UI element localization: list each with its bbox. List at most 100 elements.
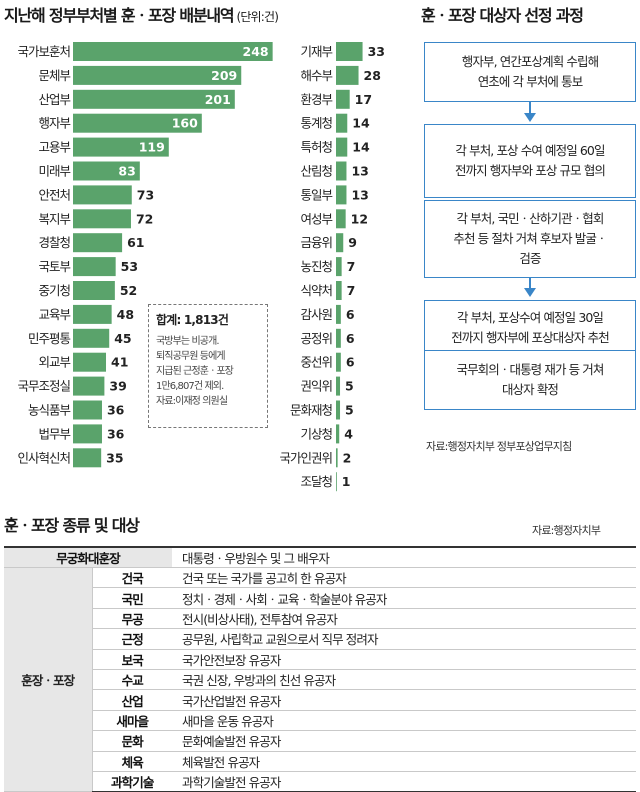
category-label: 산림청 — [300, 164, 332, 179]
category-label: 법무부 — [38, 426, 70, 441]
flow-step-line: 각 부처, 국민ㆍ산하기관ㆍ협회 — [456, 211, 604, 226]
category-label: 조달청 — [300, 474, 332, 489]
bar — [73, 376, 105, 396]
bar — [336, 328, 341, 348]
bar — [336, 233, 344, 253]
bar — [73, 352, 107, 372]
bar — [73, 89, 235, 109]
table-cell-name: 보국 — [92, 649, 172, 670]
value-label: 48 — [117, 307, 134, 322]
category-label: 중선위 — [300, 355, 332, 370]
note-line: 자료:이재정 의원실 — [156, 396, 228, 407]
table-cell-name: 근정 — [92, 628, 172, 650]
value-label: 72 — [136, 211, 153, 226]
value-label: 201 — [205, 92, 231, 107]
flow-step-line: 국무회의ㆍ대통령 재가 등 거쳐 — [456, 362, 604, 377]
category-label: 고용부 — [38, 140, 70, 155]
bar — [336, 448, 338, 468]
category-label: 기상청 — [300, 426, 332, 441]
note-line: 퇴직공무원 등에게 — [156, 351, 226, 362]
table-row: 새마을 새마을 운동 유공자 — [4, 710, 636, 732]
table-cell-desc: 국권 신장, 우방과의 친선 유공자 — [172, 669, 636, 691]
table-cell-name: 새마을 — [92, 710, 172, 732]
table-cell-name: 국민 — [92, 587, 172, 609]
category-label: 국토부 — [38, 259, 70, 274]
note-line: 1만6,807건 제외. — [156, 381, 224, 392]
table-row: 보국 국가안전보장 유공자 — [4, 649, 636, 670]
category-label: 권익위 — [300, 379, 332, 394]
category-label: 기재부 — [300, 44, 332, 59]
bar — [336, 161, 347, 181]
bar — [336, 424, 340, 444]
category-label: 중기청 — [38, 283, 70, 298]
value-label: 2 — [343, 450, 352, 465]
bar — [336, 137, 348, 157]
flow-arrows — [524, 102, 536, 297]
table-cell-name: 건국 — [92, 567, 172, 589]
flow-step-5: 국무회의ㆍ대통령 재가 등 거쳐 대상자 확정 — [424, 350, 636, 410]
bar — [73, 448, 102, 468]
bar — [73, 113, 202, 133]
table-cell-desc: 문화예술발전 유공자 — [172, 730, 636, 752]
value-label: 61 — [127, 235, 144, 250]
table-cell-name: 수교 — [92, 669, 172, 691]
value-label: 83 — [118, 164, 135, 179]
bar — [73, 424, 102, 444]
table-row: 국민 정치ㆍ경제ㆍ사회ㆍ교육ㆍ학술분야 유공자 — [4, 587, 636, 609]
value-label: 1 — [342, 474, 351, 489]
flow-arrow-down-icon — [524, 102, 536, 122]
category-label: 행자부 — [38, 116, 70, 131]
value-label: 6 — [346, 307, 355, 322]
value-label: 7 — [347, 259, 356, 274]
category-label: 식약처 — [300, 283, 332, 298]
table-row: 무궁화대훈장 대통령ㆍ우방원수 및 그 배우자 — [4, 546, 636, 568]
table-cell-name: 과학기술 — [92, 771, 172, 792]
table-cell-name: 무궁화대훈장 — [4, 546, 172, 568]
value-label: 36 — [107, 426, 125, 441]
flow-step-line: 행자부, 연간포상계획 수립해 — [461, 54, 599, 69]
table-cell-name: 산업 — [92, 689, 172, 711]
total-note-title: 합계: 1,813건 — [156, 313, 229, 327]
table-cell-name: 체육 — [92, 751, 172, 772]
value-label: 45 — [114, 331, 131, 346]
bar — [73, 42, 273, 61]
bar — [336, 209, 346, 229]
value-label: 6 — [346, 355, 355, 370]
bar — [336, 113, 348, 133]
awards-table: 무궁화대훈장 대통령ㆍ우방원수 및 그 배우자 훈장ㆍ포장 건국 건국 또는 국… — [4, 546, 636, 792]
value-label: 53 — [121, 259, 138, 274]
bar — [336, 185, 347, 205]
chart-unit: (단위:건) — [236, 10, 279, 24]
bar — [73, 328, 110, 348]
flow-step-line: 대상자 확정 — [501, 382, 559, 397]
chart-title: 지난해 정부부처별 훈ㆍ포장 배분내역 (단위:건) — [4, 2, 279, 26]
value-label: 36 — [107, 403, 125, 418]
category-label: 통일부 — [300, 187, 332, 202]
table-cell-desc: 대통령ㆍ우방원수 및 그 배우자 — [172, 546, 636, 568]
table-cell-name: 문화 — [92, 730, 172, 752]
flow-step-2: 각 부처, 포상 수여 예정일 60일 전까지 행자부와 포상 규모 협의 — [424, 124, 636, 198]
category-label: 산업부 — [38, 92, 70, 107]
flow-step-1: 행자부, 연간포상계획 수립해 연초에 각 부처에 통보 — [424, 42, 636, 102]
flow-arrow-down-icon — [524, 278, 536, 297]
value-label: 33 — [368, 44, 385, 59]
awards-title: 훈ㆍ포장 종류 및 대상 — [4, 516, 140, 535]
bar — [336, 376, 341, 396]
category-label: 국가인권위 — [279, 450, 332, 465]
value-label: 52 — [120, 283, 137, 298]
category-label: 통계청 — [300, 116, 332, 131]
value-label: 5 — [345, 379, 354, 394]
flow-title: 훈ㆍ포장 대상자 선정 과정 — [421, 6, 584, 25]
category-label: 경찰청 — [38, 235, 70, 250]
category-label: 국무조정실 — [17, 379, 70, 394]
table-cell-desc: 과학기술발전 유공자 — [172, 771, 636, 792]
bar — [336, 42, 363, 61]
bar — [336, 89, 350, 109]
category-label: 농진청 — [300, 259, 332, 274]
flow-step-line: 추천 등 절차 거쳐 후보자 발굴ㆍ — [453, 231, 607, 246]
table-cell-desc: 국가안전보장 유공자 — [172, 649, 636, 670]
awards-source: 자료:행정자치부 — [532, 524, 601, 537]
value-label: 7 — [347, 283, 356, 298]
bar — [73, 400, 102, 420]
category-label: 안전처 — [38, 187, 70, 202]
